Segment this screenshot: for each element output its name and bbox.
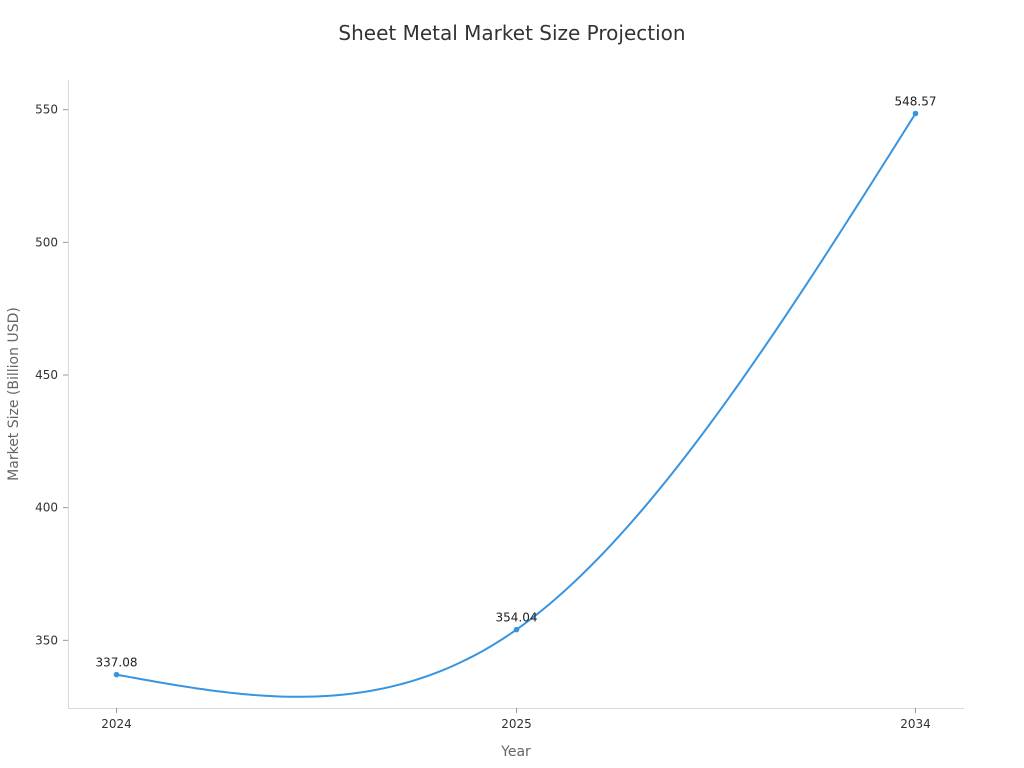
- data-point: [513, 626, 520, 633]
- data-label: 354.04: [496, 611, 538, 625]
- series-layer: 337.08 354.04 548.57: [96, 95, 937, 698]
- chart-title: Sheet Metal Market Size Projection: [338, 21, 685, 45]
- x-tick-label: 2034: [900, 717, 931, 731]
- y-axis-label: Market Size (Billion USD): [6, 307, 22, 481]
- data-label: 548.57: [895, 95, 937, 109]
- y-tick-label: 450: [35, 368, 58, 382]
- y-tick-label: 550: [35, 103, 58, 117]
- data-point: [912, 110, 919, 117]
- y-tick-label: 500: [35, 235, 58, 249]
- x-axis-ticks: 2024 2025 2034: [101, 708, 931, 731]
- y-tick-label: 350: [35, 633, 58, 647]
- x-tick-label: 2024: [101, 717, 132, 731]
- data-point: [113, 671, 120, 678]
- data-label: 337.08: [96, 656, 138, 670]
- y-axis-ticks: 350 400 450 500 550: [35, 103, 68, 647]
- y-tick-label: 400: [35, 501, 58, 515]
- x-tick-label: 2025: [501, 717, 532, 731]
- x-axis-label: Year: [500, 744, 531, 760]
- series-line: [116, 112, 917, 698]
